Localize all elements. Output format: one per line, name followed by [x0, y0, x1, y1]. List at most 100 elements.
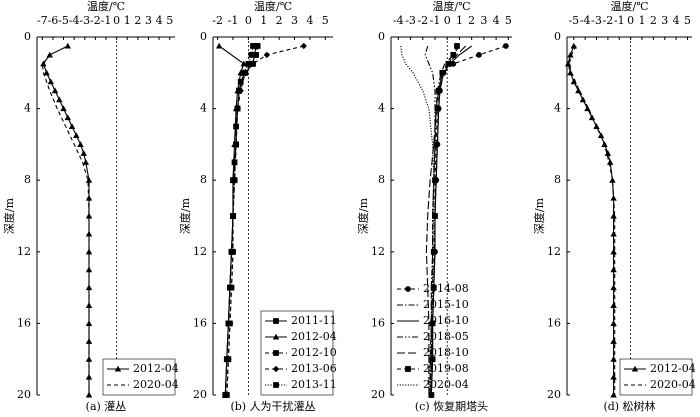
legend-label: 2016-10 — [423, 314, 469, 327]
marker — [223, 356, 230, 363]
marker — [254, 43, 261, 49]
y-tick-label: 16 — [17, 316, 31, 329]
marker — [60, 105, 67, 112]
y-tick-label: 12 — [17, 245, 31, 258]
legend-label: 2015-10 — [423, 298, 469, 311]
legend-label: 2013-06 — [291, 362, 337, 375]
marker — [230, 213, 236, 219]
y-tick-label: 4 — [200, 102, 207, 115]
x-tick-label: 1 — [639, 14, 646, 27]
marker — [43, 69, 50, 76]
legend-label: 2020-04 — [423, 378, 469, 391]
x-tick-label: 3 — [661, 14, 668, 27]
x-tick-label: 0 — [444, 14, 451, 27]
legend-label: 2014-08 — [423, 282, 469, 295]
y-tick-label: 16 — [193, 316, 207, 329]
y-tick-label: 8 — [554, 173, 561, 186]
x-tick-label: -4 — [393, 14, 404, 27]
x-tick-label: 0 — [113, 14, 120, 27]
x-tick-label: 2 — [134, 14, 141, 27]
y-tick-label: 4 — [554, 102, 561, 115]
y-tick-label: 12 — [547, 245, 561, 258]
marker — [435, 87, 442, 94]
marker — [240, 60, 247, 67]
marker — [606, 159, 614, 165]
marker — [249, 60, 257, 68]
marker — [85, 338, 93, 344]
x-tick-label: 5 — [166, 14, 173, 27]
x-tick-label: 0 — [245, 14, 252, 27]
y-tick-label: 0 — [554, 30, 561, 43]
x-tick-label: 3 — [145, 14, 152, 27]
y-tick-label: 20 — [193, 388, 207, 401]
marker — [432, 213, 438, 219]
marker — [77, 141, 84, 147]
x-tick-label: 3 — [291, 14, 298, 27]
y-tick-label: 16 — [547, 316, 561, 329]
marker — [250, 43, 256, 49]
x-tick-label: -2 — [417, 14, 428, 27]
marker — [300, 42, 307, 50]
y-tick-label: 20 — [371, 388, 385, 401]
y-tick-label: 16 — [371, 316, 385, 329]
x-tick-label: 5 — [684, 14, 691, 27]
marker — [73, 132, 80, 139]
x-tick-label: -6 — [48, 14, 59, 27]
legend-label: 2019-08 — [423, 362, 469, 375]
marker — [610, 391, 617, 398]
marker — [56, 96, 63, 103]
marker — [450, 52, 457, 58]
y-tick-label: 8 — [378, 173, 385, 186]
series-line — [218, 45, 245, 396]
y-axis-title: 深度/m — [178, 197, 192, 234]
marker — [80, 150, 87, 156]
marker — [263, 51, 271, 59]
marker — [430, 248, 437, 255]
legend-label: 2012-04 — [291, 330, 337, 343]
marker — [272, 365, 280, 373]
marker — [273, 318, 279, 324]
x-tick-label: -3 — [591, 14, 602, 27]
marker — [227, 284, 233, 291]
marker — [570, 78, 578, 85]
marker — [114, 365, 122, 372]
caption: (c) 恢复期塔头 — [415, 399, 488, 413]
legend-label: 2013-11 — [291, 378, 337, 391]
legend-label: 2020-04 — [650, 378, 696, 391]
marker — [253, 52, 259, 58]
marker — [273, 350, 279, 356]
y-axis-title: 深度/m — [532, 197, 546, 234]
marker — [579, 96, 587, 103]
marker — [428, 392, 435, 398]
marker — [429, 356, 436, 363]
marker — [445, 60, 452, 67]
marker — [85, 373, 93, 380]
y-tick-label: 0 — [378, 30, 385, 43]
marker — [245, 60, 252, 67]
y-tick-label: 12 — [371, 245, 385, 258]
legend-box — [619, 358, 693, 396]
marker — [222, 392, 229, 398]
x-axis-title: 温度/℃ — [254, 0, 292, 13]
series-line — [226, 45, 259, 396]
marker — [429, 320, 436, 327]
x-tick-label: -4 — [69, 14, 80, 27]
series-line — [224, 45, 257, 396]
marker — [225, 320, 232, 327]
marker — [215, 42, 223, 49]
marker — [567, 51, 574, 58]
legend-label: 2012-04 — [133, 362, 179, 375]
marker — [234, 105, 241, 112]
marker — [85, 284, 93, 291]
marker — [610, 373, 617, 380]
marker — [64, 42, 71, 49]
marker — [610, 266, 617, 273]
y-axis-title: 深度/m — [356, 197, 370, 234]
marker — [82, 159, 90, 165]
x-tick-label: 3 — [480, 14, 487, 27]
x-tick-label: 4 — [673, 14, 680, 27]
marker — [454, 43, 460, 49]
series-line — [567, 45, 615, 395]
marker — [584, 105, 591, 112]
